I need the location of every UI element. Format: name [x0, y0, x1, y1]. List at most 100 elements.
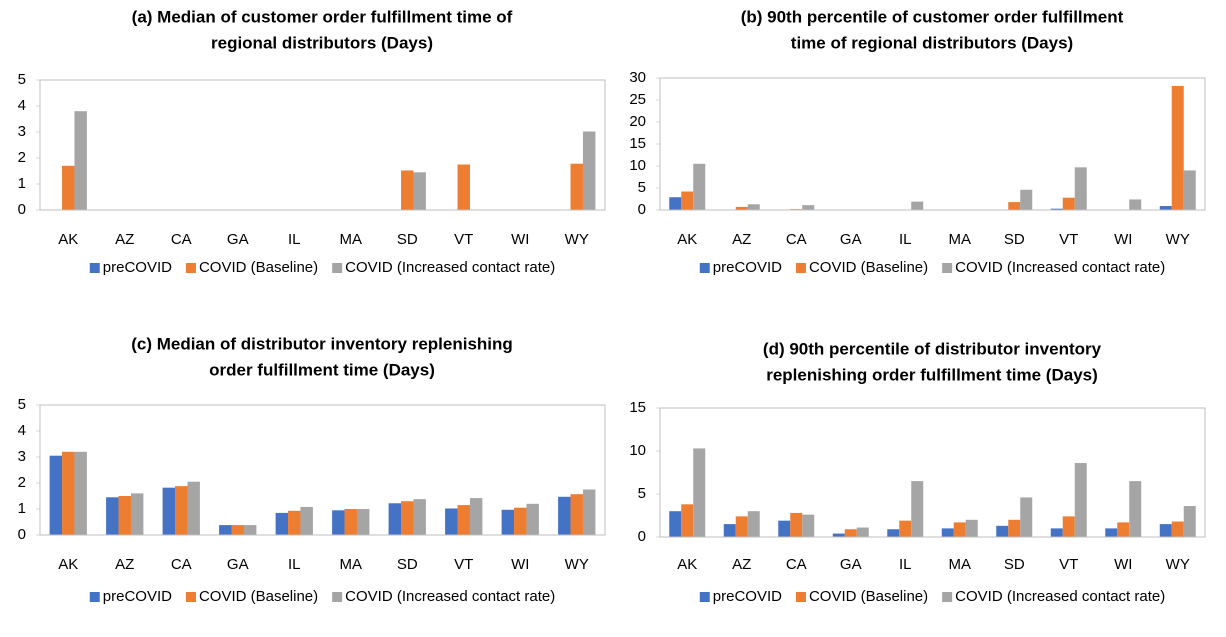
bar [778, 520, 791, 537]
bar [1008, 519, 1021, 537]
x-tick-label: SD [397, 231, 418, 248]
bar [1008, 202, 1021, 210]
y-tick-label: 0 [18, 201, 26, 218]
bar [457, 164, 470, 210]
bar [526, 503, 539, 535]
bar [747, 511, 760, 537]
x-tick-label: MA [949, 231, 972, 248]
bar [1159, 206, 1172, 210]
bar [231, 525, 244, 535]
chart-title: regional distributors (Days) [211, 33, 433, 52]
bar [300, 506, 313, 535]
bar [118, 496, 131, 535]
legend-swatch [699, 592, 710, 602]
chart-title: (a) Median of customer order fulfillment… [132, 7, 513, 26]
x-tick-label: CA [786, 231, 807, 248]
bar [413, 499, 426, 535]
bar [802, 514, 815, 537]
bar [832, 533, 845, 537]
legend-label: COVID (Baseline) [199, 588, 318, 605]
bar [996, 525, 1009, 537]
y-tick-label: 15 [629, 399, 646, 416]
bar [669, 197, 682, 210]
bar [469, 498, 483, 535]
y-tick-label: 4 [18, 97, 26, 114]
x-tick-label: MA [340, 231, 363, 248]
x-tick-label: AK [677, 231, 697, 248]
bar [187, 481, 200, 535]
y-tick-label: 4 [18, 422, 26, 439]
y-tick-label: 5 [638, 179, 646, 196]
bar [1062, 516, 1075, 537]
y-tick-label: 5 [638, 485, 646, 502]
x-tick-label: MA [340, 556, 363, 573]
x-tick-label: GA [227, 556, 249, 573]
legend: preCOVID COVID (Baseline) COVID (Increased… [699, 588, 1165, 605]
legend: preCOVID COVID (Baseline) COVID (Increased… [89, 588, 555, 605]
x-tick-label: VT [1059, 556, 1078, 573]
x-tick-label: GA [840, 556, 862, 573]
bar [74, 111, 87, 210]
bar [887, 529, 900, 537]
x-tick-label: SD [1004, 556, 1025, 573]
bar [219, 525, 232, 535]
bar [162, 487, 176, 535]
bar [582, 489, 596, 535]
legend: preCOVID COVID (Baseline) COVID (Increased… [699, 259, 1165, 276]
bar [288, 510, 301, 535]
x-tick-label: VT [1059, 231, 1078, 248]
y-tick-label: 2 [18, 149, 26, 166]
legend-label: COVID (Increased contact rate) [345, 259, 555, 276]
bar [514, 507, 527, 535]
bar [388, 503, 402, 535]
y-tick-label: 3 [18, 123, 26, 140]
bar [681, 191, 694, 210]
legend-swatch [795, 592, 806, 602]
x-tick-label: WY [565, 556, 589, 573]
bar [62, 165, 75, 210]
legend-label: COVID (Baseline) [199, 259, 318, 276]
legend-label: COVID (Increased contact rate) [345, 588, 555, 605]
x-tick-label: SD [1004, 231, 1025, 248]
legend-label: COVID (Increased contact rate) [955, 588, 1165, 605]
x-tick-label: WY [1166, 556, 1190, 573]
legend-label: COVID (Baseline) [809, 588, 928, 605]
bar [344, 509, 357, 535]
bar [1105, 528, 1118, 537]
chart-title: (b) 90th percentile of customer order fu… [741, 7, 1124, 26]
x-tick-label: IL [899, 231, 912, 248]
bar [953, 522, 966, 537]
legend-swatch [942, 592, 953, 602]
bar [570, 494, 583, 535]
legend-swatch [332, 263, 343, 273]
legend-swatch [699, 263, 710, 273]
chart-title: (d) 90th percentile of distributor inven… [763, 339, 1102, 358]
bar [1074, 463, 1087, 537]
y-tick-label: 0 [638, 528, 646, 545]
bar [965, 519, 978, 537]
x-tick-label: AK [677, 556, 697, 573]
x-tick-label: WI [511, 231, 529, 248]
x-tick-label: WY [1166, 231, 1190, 248]
bar [558, 496, 571, 535]
x-tick-label: AZ [115, 231, 134, 248]
bar [1159, 524, 1172, 537]
y-tick-label: 3 [18, 448, 26, 465]
bar [1050, 528, 1063, 537]
bar [899, 520, 912, 537]
bar [74, 451, 87, 535]
bar [941, 528, 954, 537]
x-tick-label: AK [58, 556, 78, 573]
bar [356, 509, 370, 535]
plot-border [39, 79, 606, 211]
x-tick-label: WI [511, 556, 529, 573]
bar [1020, 497, 1033, 537]
bar [911, 201, 924, 210]
bar [1062, 197, 1075, 210]
legend-label: COVID (Increased contact rate) [955, 259, 1165, 276]
y-tick-label: 15 [629, 135, 646, 152]
x-tick-label: WY [565, 231, 589, 248]
bar [856, 527, 869, 537]
x-tick-label: VT [454, 556, 473, 573]
plot-border [659, 77, 1206, 211]
